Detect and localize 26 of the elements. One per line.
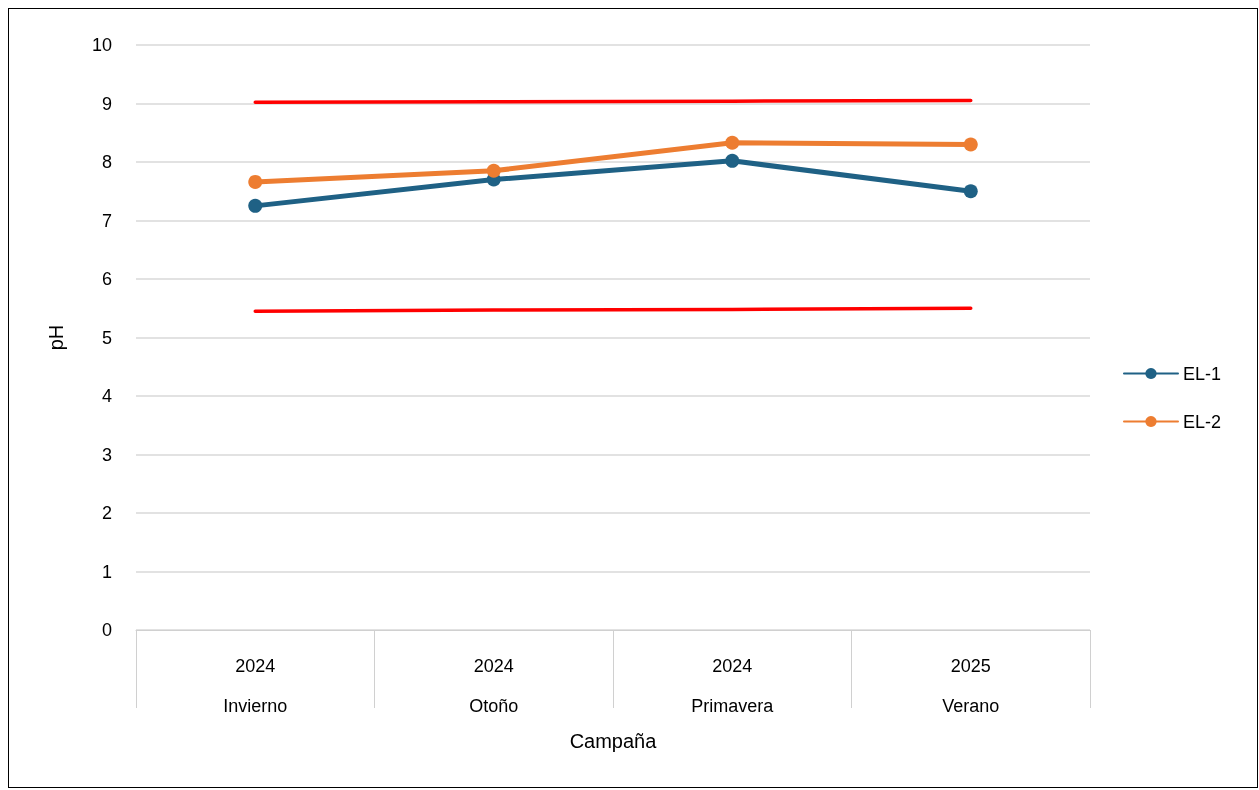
point: [963, 184, 978, 199]
y-tick-label: 4: [101, 386, 112, 406]
point: [248, 198, 263, 213]
y-tick-label: 7: [101, 210, 112, 231]
legend-label: EL-1: [1182, 363, 1222, 384]
y-tick-label: 8: [101, 152, 112, 172]
point: [486, 163, 501, 178]
y-tick-label: 3: [101, 444, 112, 465]
y-tick-label: 2: [101, 503, 112, 523]
point: [725, 153, 740, 168]
x-tick-label: 2024 Primavera: [691, 656, 775, 716]
y-tick-label: 0: [101, 620, 112, 640]
legend-label: EL-2: [1182, 411, 1222, 432]
x-tick-label: 2024 Invierno: [223, 656, 288, 716]
y-tick-label: 9: [101, 93, 112, 114]
x-tick-label: 2025 Verano: [942, 656, 1000, 716]
point: [725, 135, 740, 150]
point: [248, 174, 263, 189]
y-tick-label: 10: [91, 35, 112, 55]
y-axis-title: pH: [45, 324, 67, 351]
point: [963, 137, 978, 152]
y-tick-label: 6: [101, 269, 112, 289]
y-tick-label: 1: [101, 561, 112, 582]
x-tick-label: 2024 Otoño: [469, 656, 519, 716]
x-axis-title: Campaña: [569, 729, 658, 752]
y-tick-label: 5: [101, 327, 112, 348]
